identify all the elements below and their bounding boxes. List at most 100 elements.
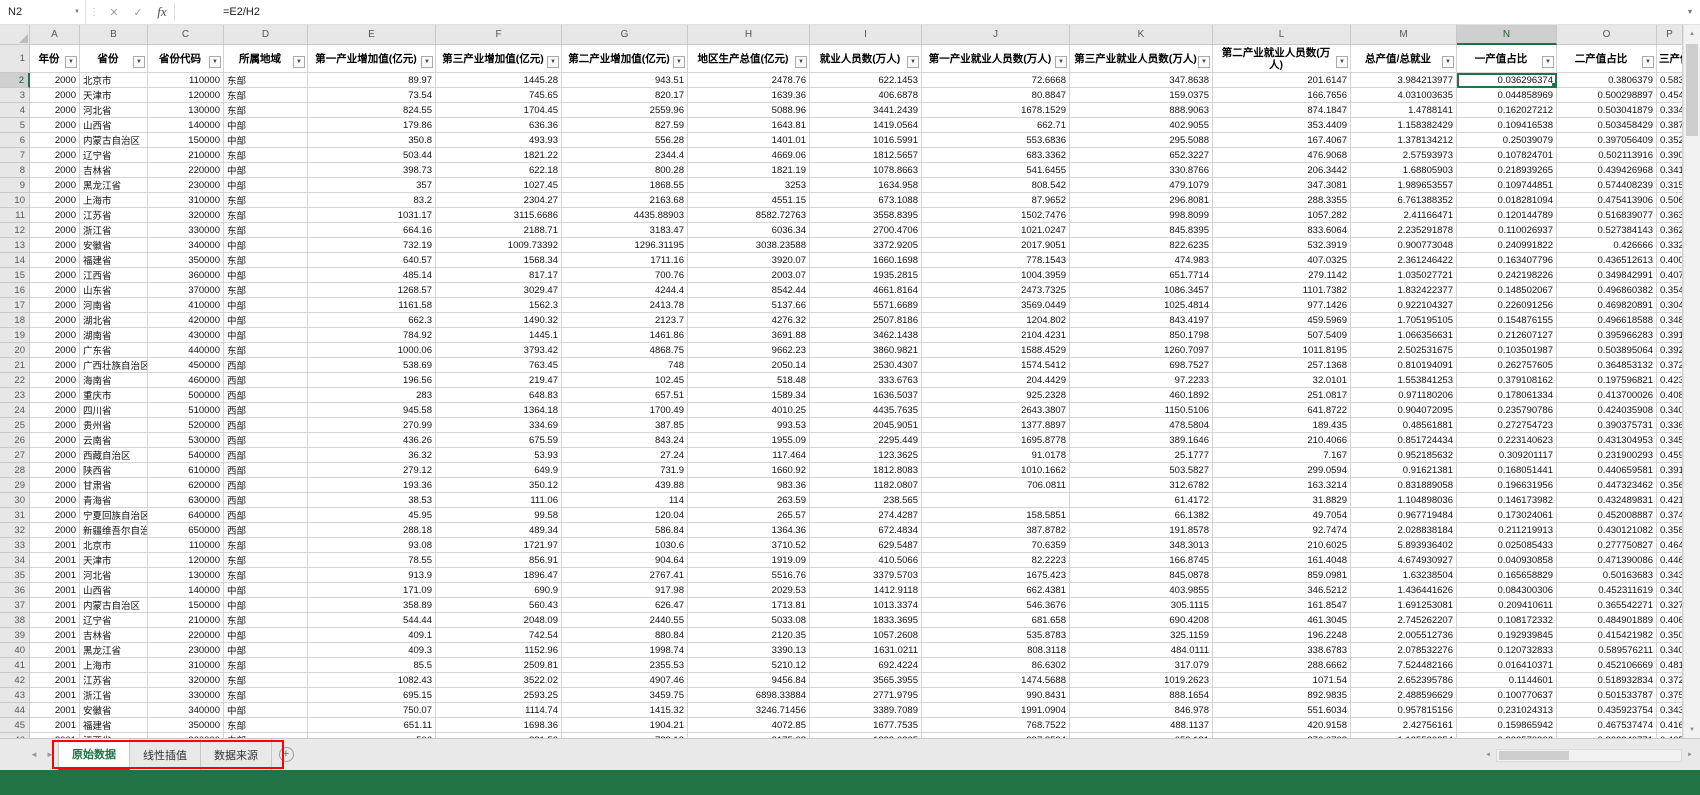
cell-D26[interactable]: 西部 [224,433,308,448]
cell-B29[interactable]: 甘肃省 [80,478,148,493]
cell-L29[interactable]: 163.3214 [1213,478,1351,493]
cell-J36[interactable]: 662.4381 [922,583,1070,598]
cell-J3[interactable]: 80.8847 [922,88,1070,103]
cell-E28[interactable]: 279.12 [308,463,436,478]
cell-B2[interactable]: 北京市 [80,73,148,88]
cell-M22[interactable]: 1.553841253 [1351,373,1457,388]
cell-P28[interactable]: 0.391290 [1657,463,1683,478]
cell-L12[interactable]: 833.6064 [1213,223,1351,238]
cell-J37[interactable]: 546.3676 [922,598,1070,613]
header-cell-H[interactable]: 地区生产总值(亿元) ▼ [688,45,810,73]
cell-P24[interactable]: 0.340173 [1657,403,1683,418]
cell-I25[interactable]: 2045.9051 [810,418,922,433]
cell-M29[interactable]: 0.831889058 [1351,478,1457,493]
cell-P41[interactable]: 0.481718 [1657,658,1683,673]
cell-A45[interactable]: 2001 [30,718,80,733]
cell-D3[interactable]: 东部 [224,88,308,103]
cell-P31[interactable]: 0.374967 [1657,508,1683,523]
cell-F26[interactable]: 675.59 [436,433,562,448]
cell-L24[interactable]: 641.8722 [1213,403,1351,418]
cell-M14[interactable]: 2.361246422 [1351,253,1457,268]
cell-M38[interactable]: 2.745262207 [1351,613,1457,628]
cell-J24[interactable]: 2643.3807 [922,403,1070,418]
cell-J21[interactable]: 1574.5412 [922,358,1070,373]
header-cell-L[interactable]: 第二产业就业人员数(万人) ▼ [1213,45,1351,73]
cell-J28[interactable]: 1010.1662 [922,463,1070,478]
cell-H38[interactable]: 5033.08 [688,613,810,628]
cell-K12[interactable]: 845.8395 [1070,223,1213,238]
cell-P37[interactable]: 0.327000 [1657,598,1683,613]
cell-N23[interactable]: 0.178061334 [1457,388,1557,403]
cell-I11[interactable]: 3558.8395 [810,208,922,223]
cell-E36[interactable]: 171.09 [308,583,436,598]
cell-M10[interactable]: 6.761388352 [1351,193,1457,208]
cell-F33[interactable]: 1721.97 [436,538,562,553]
cell-O24[interactable]: 0.424035908 [1557,403,1657,418]
cell-G37[interactable]: 626.47 [562,598,688,613]
cell-D30[interactable]: 西部 [224,493,308,508]
cell-A3[interactable]: 2000 [30,88,80,103]
cell-O4[interactable]: 0.503041879 [1557,103,1657,118]
cell-I13[interactable]: 3372.9205 [810,238,922,253]
cell-N28[interactable]: 0.168051441 [1457,463,1557,478]
row-header-5[interactable]: 5 [0,118,30,133]
row-header-4[interactable]: 4 [0,103,30,118]
col-header-I[interactable]: I [810,25,922,45]
cell-D23[interactable]: 西部 [224,388,308,403]
cell-E44[interactable]: 750.07 [308,703,436,718]
cell-D43[interactable]: 东部 [224,688,308,703]
cell-I30[interactable]: 238.565 [810,493,922,508]
cell-E23[interactable]: 283 [308,388,436,403]
cell-J17[interactable]: 3569.0449 [922,298,1070,313]
cell-E32[interactable]: 288.18 [308,523,436,538]
cell-L7[interactable]: 476.9068 [1213,148,1351,163]
scroll-left-icon[interactable]: ◄ [1485,752,1491,758]
cell-G41[interactable]: 2355.53 [562,658,688,673]
cell-P7[interactable]: 0.390062 [1657,148,1683,163]
row-header-46[interactable]: 46 [0,733,30,738]
cell-G20[interactable]: 4868.75 [562,343,688,358]
cell-E16[interactable]: 1268.57 [308,283,436,298]
cell-H25[interactable]: 993.53 [688,418,810,433]
cell-J5[interactable]: 662.71 [922,118,1070,133]
cell-L26[interactable]: 210.4066 [1213,433,1351,448]
filter-button[interactable]: ▼ [907,56,919,68]
cell-C11[interactable]: 320000 [148,208,224,223]
cell-A40[interactable]: 2001 [30,643,80,658]
cell-E30[interactable]: 38.53 [308,493,436,508]
cell-E37[interactable]: 358.89 [308,598,436,613]
cell-P19[interactable]: 0.391427 [1657,328,1683,343]
cell-B22[interactable]: 海南省 [80,373,148,388]
cell-E29[interactable]: 193.36 [308,478,436,493]
cell-H7[interactable]: 4669.06 [688,148,810,163]
cell-N4[interactable]: 0.162027212 [1457,103,1557,118]
cell-L44[interactable]: 551.6034 [1213,703,1351,718]
horizontal-scroll-thumb[interactable] [1499,750,1569,760]
cell-F21[interactable]: 763.45 [436,358,562,373]
cell-F3[interactable]: 745.65 [436,88,562,103]
cell-M12[interactable]: 2.235291878 [1351,223,1457,238]
cell-E15[interactable]: 485.14 [308,268,436,283]
cell-O11[interactable]: 0.516839077 [1557,208,1657,223]
cell-O6[interactable]: 0.397056409 [1557,133,1657,148]
cell-I38[interactable]: 1833.3695 [810,613,922,628]
cell-L10[interactable]: 288.3355 [1213,193,1351,208]
cell-O13[interactable]: 0.426666 [1557,238,1657,253]
cell-G8[interactable]: 800.28 [562,163,688,178]
cell-N31[interactable]: 0.173024061 [1457,508,1557,523]
cell-C29[interactable]: 620000 [148,478,224,493]
cell-M28[interactable]: 0.91621381 [1351,463,1457,478]
col-header-L[interactable]: L [1213,25,1351,45]
cell-K7[interactable]: 652.3227 [1070,148,1213,163]
cell-F7[interactable]: 1821.22 [436,148,562,163]
cell-C9[interactable]: 230000 [148,178,224,193]
cell-E38[interactable]: 544.44 [308,613,436,628]
cell-I10[interactable]: 673.1088 [810,193,922,208]
cell-G12[interactable]: 3183.47 [562,223,688,238]
cell-E41[interactable]: 85.5 [308,658,436,673]
cell-E21[interactable]: 538.69 [308,358,436,373]
cell-J29[interactable]: 706.0811 [922,478,1070,493]
cell-P34[interactable]: 0.446520 [1657,553,1683,568]
cell-A14[interactable]: 2000 [30,253,80,268]
cell-L23[interactable]: 251.0817 [1213,388,1351,403]
